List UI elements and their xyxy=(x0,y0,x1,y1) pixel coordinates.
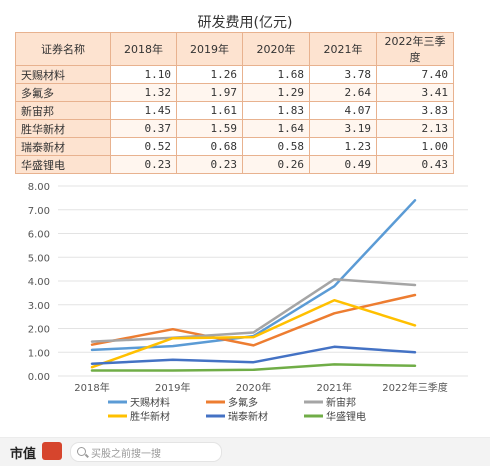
value-cell: 1.23 xyxy=(309,137,377,156)
y-tick-label: 4.00 xyxy=(28,277,50,288)
legend-label: 瑞泰新材 xyxy=(228,410,268,423)
header-cell-2018: 2018年 xyxy=(110,32,177,66)
rd-expense-table: 证券名称 2018年 2019年 2020年 2021年 2022年三季度 天赐… xyxy=(15,32,454,174)
table-row: 胜华新材 0.37 1.59 1.64 3.19 2.13 xyxy=(15,119,454,138)
legend-label: 新宙邦 xyxy=(326,396,356,409)
company-cell: 新宙邦 xyxy=(15,101,111,120)
company-cell: 多氟多 xyxy=(15,83,111,102)
value-cell: 1.10 xyxy=(110,65,177,84)
y-tick-label: 2.00 xyxy=(28,325,50,336)
table-row: 华盛锂电 0.23 0.23 0.26 0.49 0.43 xyxy=(15,155,454,174)
y-tick-label: 7.00 xyxy=(28,206,50,217)
value-cell: 0.58 xyxy=(242,137,310,156)
legend-label: 华盛锂电 xyxy=(326,410,366,423)
value-cell: 2.64 xyxy=(309,83,377,102)
table-header-row: 证券名称 2018年 2019年 2020年 2021年 2022年三季度 xyxy=(15,32,454,66)
value-cell: 1.97 xyxy=(176,83,243,102)
y-tick-label: 1.00 xyxy=(28,348,50,359)
value-cell: 1.29 xyxy=(242,83,310,102)
table-row: 多氟多 1.32 1.97 1.29 2.64 3.41 xyxy=(15,83,454,102)
value-cell: 0.68 xyxy=(176,137,243,156)
table-row: 新宙邦 1.45 1.61 1.83 4.07 3.83 xyxy=(15,101,454,120)
header-cell-2020: 2020年 xyxy=(242,32,310,66)
value-cell: 1.26 xyxy=(176,65,243,84)
value-cell: 3.83 xyxy=(376,101,454,120)
value-cell: 0.23 xyxy=(176,155,243,174)
value-cell: 1.59 xyxy=(176,119,243,138)
value-cell: 3.41 xyxy=(376,83,454,102)
series-line xyxy=(90,345,417,365)
company-cell: 华盛锂电 xyxy=(15,155,111,174)
y-tick-label: 5.00 xyxy=(28,253,50,264)
table-row: 天赐材料 1.10 1.26 1.68 3.78 7.40 xyxy=(15,65,454,84)
value-cell: 3.78 xyxy=(309,65,377,84)
value-cell: 3.19 xyxy=(309,119,377,138)
x-tick-label: 2021年 xyxy=(317,381,352,394)
series-line xyxy=(90,199,417,352)
series-line xyxy=(90,298,417,369)
header-cell-2022q3: 2022年三季度 xyxy=(376,32,454,66)
series-line xyxy=(90,363,417,372)
x-tick-label: 2018年 xyxy=(74,381,109,394)
y-tick-label: 0.00 xyxy=(28,372,50,383)
value-cell: 0.52 xyxy=(110,137,177,156)
value-cell: 1.45 xyxy=(110,101,177,120)
table-title: 研发费用(亿元) xyxy=(197,15,293,31)
series-line xyxy=(90,293,417,347)
company-cell: 瑞泰新材 xyxy=(15,137,111,156)
y-tick-label: 8.00 xyxy=(28,182,50,193)
search-placeholder: 买股之前搜一搜 xyxy=(91,449,161,460)
rd-expense-line-chart: 0.00 1.00 2.00 3.00 4.00 5.00 6.00 7.00 8.00 2018… xyxy=(28,182,468,423)
brand-logo: 市值 xyxy=(10,447,37,462)
company-cell: 胜华新材 xyxy=(15,119,111,138)
series-line xyxy=(90,278,417,343)
legend-label: 胜华新材 xyxy=(130,410,170,423)
value-cell: 4.07 xyxy=(309,101,377,120)
x-tick-label: 2020年 xyxy=(236,381,271,394)
value-cell: 7.40 xyxy=(376,65,454,84)
x-tick-label: 2022年三季度 xyxy=(382,381,447,394)
search-icon xyxy=(77,447,86,456)
value-cell: 0.43 xyxy=(376,155,454,174)
stock-search-input[interactable]: 买股之前搜一搜 xyxy=(70,442,222,462)
y-tick-label: 6.00 xyxy=(28,230,50,241)
value-cell: 1.00 xyxy=(376,137,454,156)
value-cell: 1.32 xyxy=(110,83,177,102)
footer-bar: 市值 买股之前搜一搜 xyxy=(0,437,490,466)
value-cell: 0.26 xyxy=(242,155,310,174)
value-cell: 0.37 xyxy=(110,119,177,138)
value-cell: 2.13 xyxy=(376,119,454,138)
value-cell: 1.61 xyxy=(176,101,243,120)
value-cell: 0.49 xyxy=(309,155,377,174)
legend-label: 多氟多 xyxy=(228,396,258,409)
header-cell-2021: 2021年 xyxy=(309,32,377,66)
header-cell-company: 证券名称 xyxy=(15,32,111,66)
brand-seal-icon xyxy=(42,442,62,460)
company-cell: 天赐材料 xyxy=(15,65,111,84)
header-cell-2019: 2019年 xyxy=(176,32,243,66)
value-cell: 1.68 xyxy=(242,65,310,84)
value-cell: 1.64 xyxy=(242,119,310,138)
value-cell: 0.23 xyxy=(110,155,177,174)
x-tick-label: 2019年 xyxy=(155,381,190,394)
value-cell: 1.83 xyxy=(242,101,310,120)
legend-label: 天赐材料 xyxy=(130,396,170,409)
y-tick-label: 3.00 xyxy=(28,301,50,312)
table-row: 瑞泰新材 0.52 0.68 0.58 1.23 1.00 xyxy=(15,137,454,156)
